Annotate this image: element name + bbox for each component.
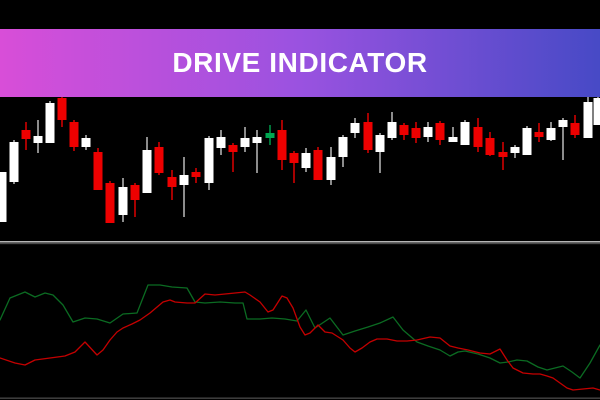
candle-body [498,152,508,157]
candle-body [179,175,189,185]
candle-body [21,130,31,139]
candle-body [33,136,43,143]
candle-body [216,137,226,148]
candle-body [228,145,238,152]
candle-body [522,128,532,155]
candle-body [558,120,568,127]
candle-body [142,150,152,193]
candle-body [338,137,348,157]
candle-body [399,125,409,135]
candle-body [423,127,433,137]
red-indicator-line [0,291,600,391]
candle-body [326,157,336,180]
candle-body [448,137,458,142]
candle-body [534,132,544,137]
candle-body [93,152,103,190]
candle-body [277,130,287,160]
panel-divider-light-line [0,241,600,243]
candle-body [204,138,214,183]
candle-body [118,187,128,215]
candle-body [57,98,67,120]
candle-body [570,123,580,135]
candle-body [191,172,201,177]
candle-body [510,147,520,153]
candle-body [387,122,397,138]
candle-body [350,123,360,133]
candle-body [130,185,140,200]
bottom-edge-line [0,397,600,399]
candle-body [105,183,115,223]
green-indicator-line [0,284,600,379]
candle-body [252,137,262,143]
candle-body [240,138,250,147]
candle-body [546,128,556,140]
candle-body [265,133,275,138]
candle-body [81,138,91,147]
candle-body [485,138,495,155]
candle-body [583,102,593,138]
candle-body [301,153,311,168]
candle-body [435,123,445,140]
candle-body [0,172,7,222]
candle-body [375,135,385,152]
indicator-line-series [0,284,600,391]
title-banner: DRIVE INDICATOR [0,29,600,97]
candle-body [289,153,299,163]
candle-body [154,147,164,173]
candle-body [473,127,483,147]
candle-body [313,150,323,180]
candle-body [9,142,19,182]
candle-body [167,177,177,187]
candle-body [593,98,600,125]
page-title: DRIVE INDICATOR [172,47,428,78]
candle-body [411,128,421,138]
panel-divider-dark-line [0,242,600,245]
candle-body [460,122,470,145]
candle-body [363,122,373,150]
candle-body [69,122,79,147]
candle-body [45,103,55,143]
candlestick-series [0,96,600,223]
